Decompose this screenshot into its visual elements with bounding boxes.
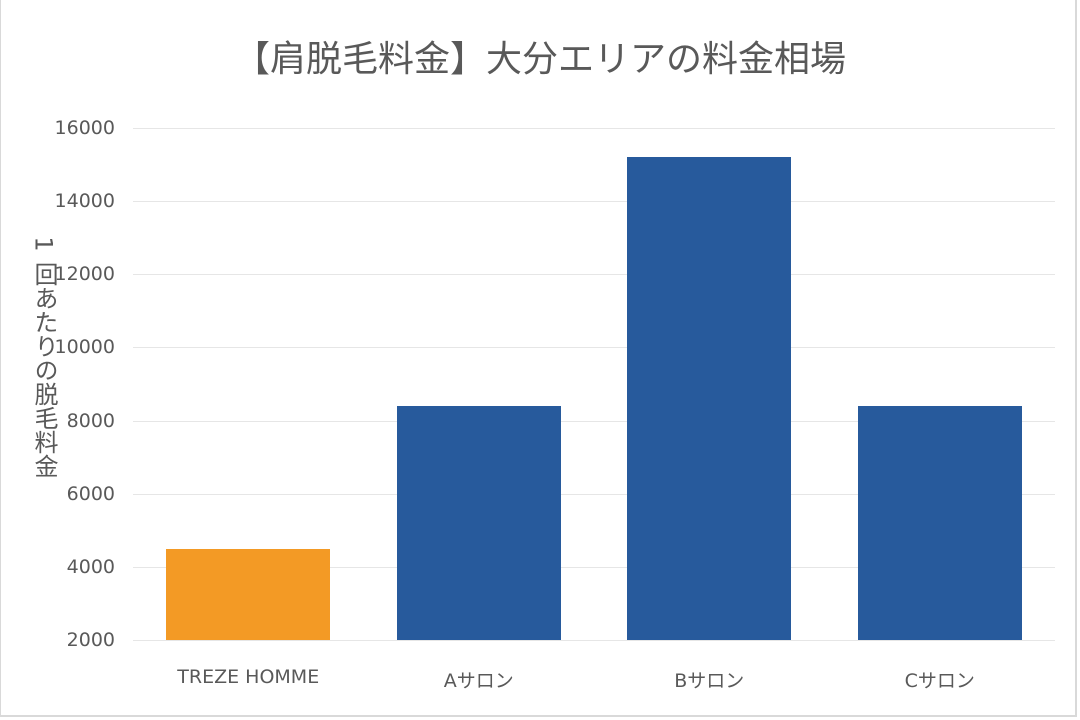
y-tick-label: 12000 — [54, 263, 115, 286]
y-tick-label: 6000 — [66, 482, 115, 505]
y-tick-label: 4000 — [66, 555, 115, 578]
bar — [627, 157, 792, 640]
chart-title: 【肩脱毛料金】大分エリアの料金相場 — [233, 39, 846, 80]
x-category-label: Cサロン — [904, 670, 975, 692]
x-category-label: Bサロン — [674, 670, 745, 692]
gridline — [133, 493, 1055, 495]
y-tick-label: 2000 — [66, 629, 115, 651]
y-tick-label: 16000 — [54, 117, 115, 139]
y-tick-label: 14000 — [54, 190, 115, 213]
gridline — [133, 420, 1055, 422]
gridline — [133, 128, 1055, 129]
gridline — [133, 347, 1055, 349]
bar — [857, 405, 1022, 640]
gridline — [133, 274, 1055, 276]
x-category-label: TREZE HOMME — [177, 666, 320, 688]
bar — [166, 548, 331, 640]
plot-area — [133, 128, 1055, 641]
gridline — [133, 201, 1055, 203]
y-tick-label: 10000 — [54, 336, 115, 359]
gridline — [133, 640, 1055, 641]
x-category-label: Aサロン — [443, 670, 514, 692]
y-axis-label: 1回あたりの脱毛料金 — [30, 236, 58, 478]
gridline — [133, 566, 1055, 568]
bar — [396, 405, 561, 640]
y-tick-label: 8000 — [66, 409, 115, 432]
